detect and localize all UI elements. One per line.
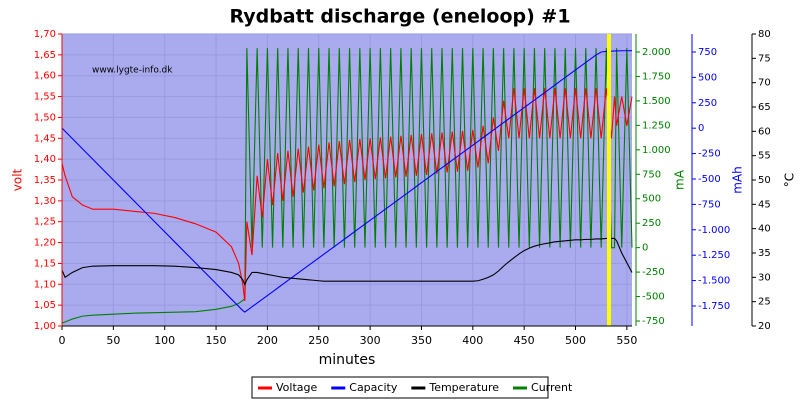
y-tick-label: 40 — [758, 224, 771, 235]
y-tick-label: 0 — [642, 243, 648, 254]
y-tick-label: 25 — [758, 297, 771, 308]
x-tick-label: 350 — [411, 334, 432, 347]
y-tick-label: 1,45 — [34, 133, 56, 144]
y-tick-label: 1.250 — [642, 120, 671, 131]
y-tick-label: -250 — [642, 267, 665, 278]
series-line — [61, 237, 633, 287]
legend-label: Temperature — [428, 381, 499, 394]
y-tick-label: 1,20 — [34, 238, 56, 249]
y-tick-label: 1.500 — [642, 96, 671, 107]
y-tick-label: -1.750 — [698, 301, 730, 312]
y-axis-label: mA — [673, 169, 687, 190]
annotation: www.lygte-info.dk — [92, 66, 173, 76]
y-tick-label: 1,10 — [34, 279, 56, 290]
y-tick-label: 2.000 — [642, 47, 671, 58]
legend-label: Voltage — [276, 381, 317, 394]
y-axis-label: volt — [11, 168, 25, 191]
y-tick-label: 1.000 — [642, 145, 671, 156]
y-tick-label: 500 — [642, 194, 661, 205]
series-line — [61, 50, 633, 313]
x-tick-label: 250 — [308, 334, 329, 347]
y-tick-label: 1,15 — [34, 258, 56, 269]
y-tick-label: 65 — [758, 102, 771, 113]
y-tick-label: 1,55 — [34, 92, 56, 103]
y-tick-label: 1,50 — [34, 112, 56, 123]
y-tick-label: 1,60 — [34, 71, 56, 82]
y-tick-label: 250 — [698, 98, 717, 109]
y-tick-label: 750 — [642, 169, 661, 180]
y-tick-label: 1,70 — [34, 29, 56, 40]
y-tick-label: -750 — [642, 316, 665, 327]
y-tick-label: 750 — [698, 47, 717, 58]
x-axis-label: minutes — [319, 352, 376, 368]
x-tick-label: 300 — [360, 334, 381, 347]
x-tick-label: 200 — [257, 334, 278, 347]
y-tick-label: 500 — [698, 72, 717, 83]
y-tick-label: 1,30 — [34, 196, 56, 207]
x-tick-label: 50 — [106, 334, 120, 347]
x-tick-label: 150 — [206, 334, 227, 347]
y-tick-label: 250 — [642, 218, 661, 229]
y-tick-label: 1,35 — [34, 175, 56, 186]
chart-title: Rydbatt discharge (eneloop) #1 — [229, 6, 570, 28]
y-tick-label: 1,05 — [34, 300, 56, 311]
y-tick-label: 70 — [758, 78, 771, 89]
y-tick-label: -750 — [698, 199, 721, 210]
y-tick-label: 1.750 — [642, 71, 671, 82]
y-tick-label: 1,65 — [34, 50, 56, 61]
y-tick-label: -1.000 — [698, 225, 730, 236]
y-tick-label: 1,00 — [34, 321, 56, 332]
y-tick-label: -1.250 — [698, 250, 730, 261]
x-tick-label: 0 — [59, 334, 66, 347]
y-tick-label: 60 — [758, 126, 771, 137]
y-tick-label: 20 — [758, 321, 771, 332]
y-tick-label: 35 — [758, 248, 771, 259]
axes: 0 50 100 150 200 250 300 350 400 450 500 5501,001,0… — [11, 29, 797, 347]
y-tick-label: 1,40 — [34, 154, 56, 165]
y-axis-label: °C — [783, 173, 797, 187]
legend-label: Current — [531, 381, 573, 394]
x-tick-label: 400 — [462, 334, 483, 347]
y-tick-label: 1,25 — [34, 217, 56, 228]
series-line — [61, 48, 633, 324]
y-tick-label: -1.500 — [698, 276, 730, 287]
legend-label: Capacity — [349, 381, 398, 394]
y-tick-label: 30 — [758, 272, 771, 283]
y-tick-label: -500 — [698, 174, 721, 185]
y-tick-label: 0 — [698, 123, 704, 134]
legend: Voltage Capacity Temperature Current — [258, 381, 573, 394]
x-tick-label: 100 — [154, 334, 175, 347]
legend-box — [251, 376, 549, 399]
x-tick-label: 500 — [565, 334, 586, 347]
x-tick-label: 450 — [514, 334, 535, 347]
x-tick-label: 550 — [616, 334, 637, 347]
y-tick-label: -500 — [642, 292, 665, 303]
y-tick-label: 80 — [758, 29, 771, 40]
marks — [61, 48, 633, 324]
y-axis-label: mAh — [731, 166, 745, 194]
y-tick-label: 45 — [758, 199, 771, 210]
y-tick-label: 50 — [758, 175, 771, 186]
y-tick-label: 55 — [758, 151, 771, 162]
y-tick-label: -250 — [698, 149, 721, 160]
y-tick-label: 75 — [758, 53, 771, 64]
series-line — [61, 88, 633, 302]
